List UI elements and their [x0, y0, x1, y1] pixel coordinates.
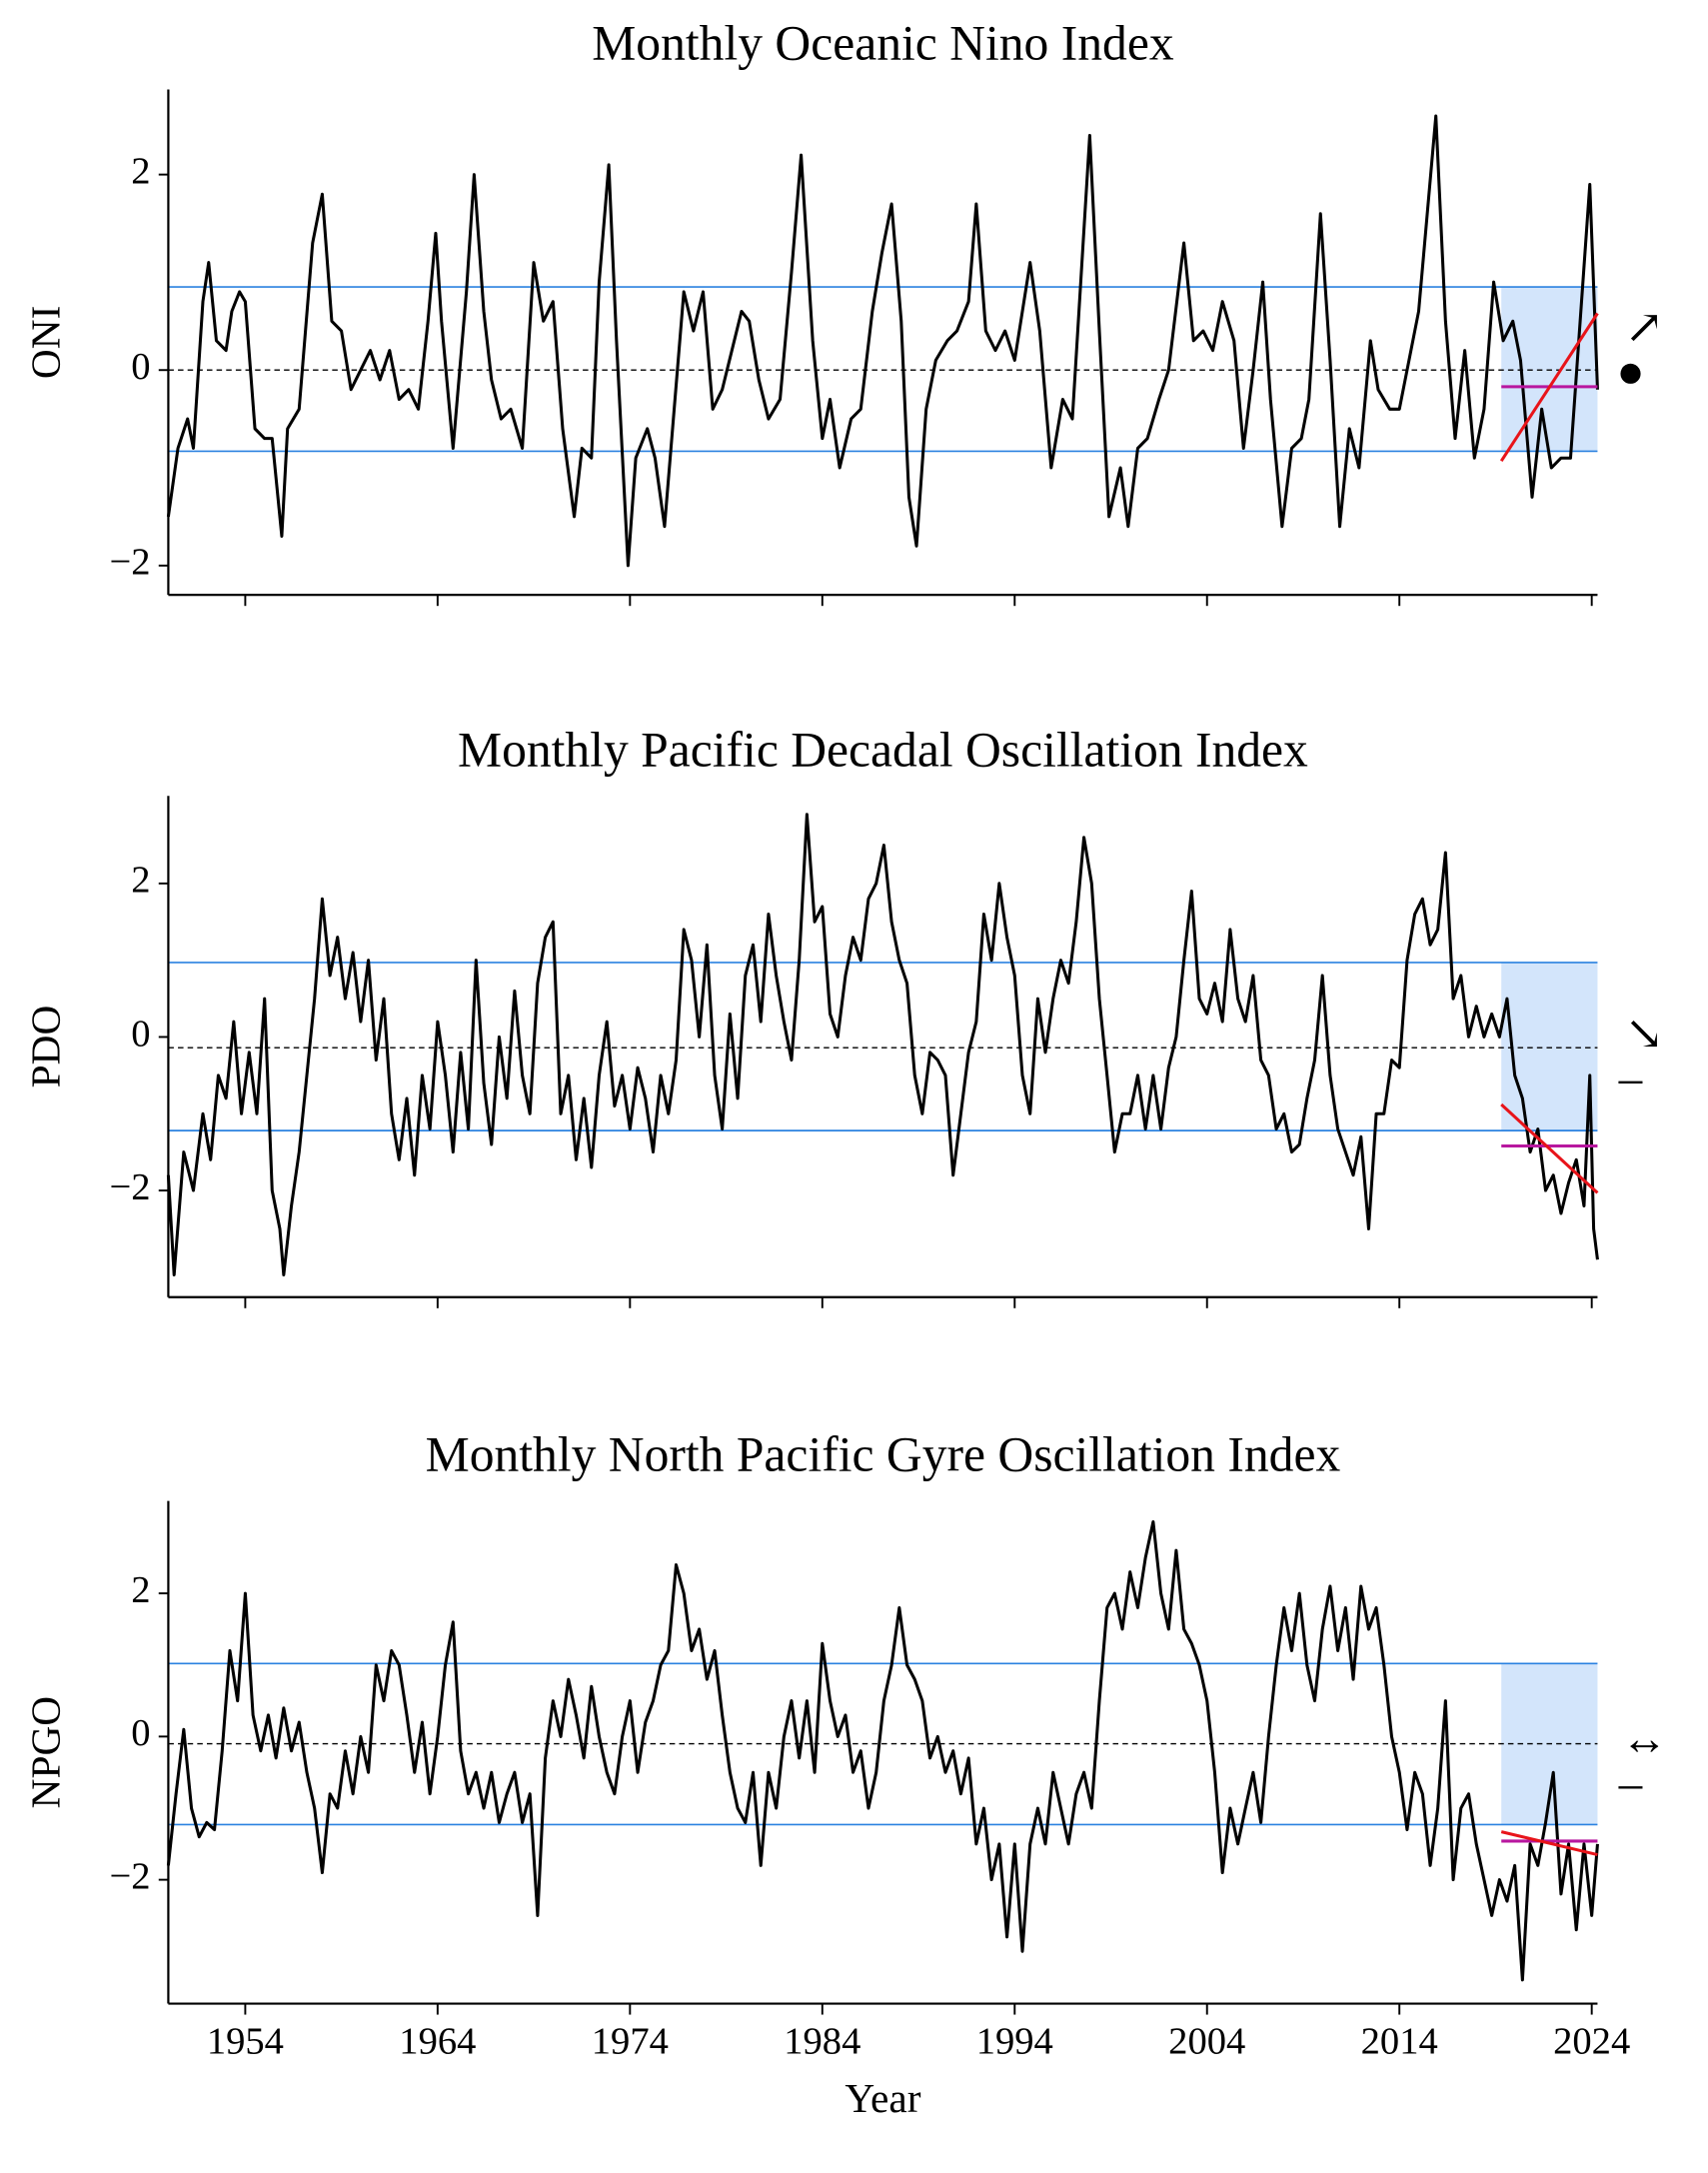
y-tick-label: 2 [131, 150, 150, 192]
state-symbol: – [1618, 1053, 1643, 1104]
y-axis-label: PDO [22, 1006, 68, 1088]
x-tick-label: 1984 [784, 2021, 860, 2063]
y-axis-label: NPGO [22, 1696, 68, 1809]
trend-symbol: ↗ [1625, 302, 1664, 354]
chart-title: Monthly Oceanic Nino Index [592, 16, 1174, 71]
x-tick-label: 2004 [1168, 2021, 1245, 2063]
x-tick-label: 1964 [399, 2021, 476, 2063]
x-tick-label: 2024 [1553, 2021, 1630, 2063]
y-tick-label: −2 [109, 1166, 150, 1208]
x-tick-label: 1974 [592, 2021, 669, 2063]
chart-title: Monthly North Pacific Gyre Oscillation I… [426, 1427, 1341, 1482]
y-tick-label: 0 [131, 346, 150, 388]
chart-title: Monthly Pacific Decadal Oscillation Inde… [458, 722, 1308, 777]
y-tick-label: 2 [131, 860, 150, 902]
x-tick-label: 2014 [1361, 2021, 1438, 2063]
recent-window [1501, 287, 1598, 452]
state-symbol: ● [1616, 346, 1644, 398]
recent-window [1501, 962, 1598, 1131]
state-symbol: – [1618, 1757, 1643, 1809]
y-tick-label: −2 [109, 1855, 150, 1897]
x-tick-label: 1954 [207, 2021, 284, 2063]
trend-line [1500, 1830, 1598, 1857]
x-axis-label: Year [845, 2075, 920, 2121]
trend-symbol: ↔ [1621, 1713, 1668, 1765]
data-line [166, 114, 1599, 568]
y-tick-label: 2 [131, 1569, 150, 1611]
x-tick-label: 1994 [976, 2021, 1053, 2063]
y-tick-label: −2 [109, 542, 150, 584]
data-line [166, 813, 1599, 1276]
y-axis-label: ONI [22, 306, 68, 379]
data-line [166, 1519, 1599, 1982]
trend-line [1500, 1102, 1599, 1194]
y-tick-label: 0 [131, 1013, 150, 1055]
y-tick-label: 0 [131, 1712, 150, 1754]
trend-symbol: ↘ [1625, 1009, 1664, 1061]
trend-line [1499, 312, 1599, 463]
